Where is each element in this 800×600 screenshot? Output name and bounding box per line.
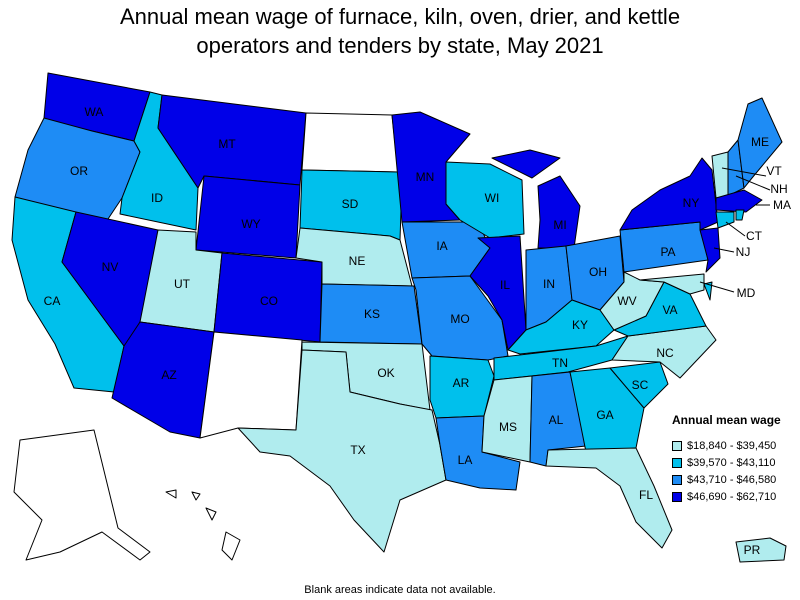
state-DE[interactable] <box>703 281 713 301</box>
state-MA[interactable] <box>715 189 763 213</box>
map-title-line2: operators and tenders by state, May 2021 <box>196 33 604 58</box>
label-NJ: NJ <box>736 245 751 259</box>
label-VT: VT <box>766 164 782 178</box>
state-CT[interactable] <box>715 211 735 229</box>
label-ME: ME <box>751 135 769 149</box>
state-SC[interactable] <box>609 361 669 409</box>
state-IL[interactable] <box>469 235 527 351</box>
label-SC: SC <box>632 378 649 392</box>
label-NC: NC <box>656 346 674 360</box>
label-WV: WV <box>617 294 636 308</box>
state-NJ[interactable] <box>699 227 721 273</box>
legend-label: $46,690 - $62,710 <box>687 490 777 503</box>
label-CO: CO <box>260 294 278 308</box>
state-TX[interactable] <box>237 349 447 553</box>
label-AZ: AZ <box>161 368 176 382</box>
label-CT: CT <box>746 229 763 243</box>
legend-item: $46,690 - $62,710 <box>672 488 800 505</box>
label-TN: TN <box>552 356 568 370</box>
label-IN: IN <box>543 277 555 291</box>
legend-item: $39,570 - $43,110 <box>672 454 800 471</box>
label-MN: MN <box>416 170 435 184</box>
label-MS: MS <box>499 420 517 434</box>
legend-item: $18,840 - $39,450 <box>672 437 800 454</box>
label-ID: ID <box>151 191 163 205</box>
label-NY: NY <box>683 196 700 210</box>
label-SD: SD <box>342 197 359 211</box>
footnote: Blank areas indicate data not available. <box>304 584 496 596</box>
legend-swatch <box>672 457 682 468</box>
label-WY: WY <box>241 217 260 231</box>
label-IA: IA <box>436 239 447 253</box>
label-WI: WI <box>485 191 500 205</box>
state-WI[interactable] <box>445 161 525 239</box>
label-MI: MI <box>553 218 566 232</box>
state-NY[interactable] <box>619 157 719 231</box>
label-NH: NH <box>770 182 787 196</box>
state-FL[interactable] <box>545 447 673 549</box>
label-OH: OH <box>589 265 607 279</box>
map-title-line1: Annual mean wage of furnace, kiln, oven,… <box>119 4 681 29</box>
legend-title: Annual mean wage <box>672 413 781 427</box>
label-NE: NE <box>349 254 366 268</box>
legend-item: $43,710 - $46,580 <box>672 471 800 488</box>
legend: Annual mean wage $18,840 - $39,450 $39,5… <box>672 413 800 505</box>
label-OR: OR <box>70 164 88 178</box>
state-NM[interactable] <box>199 331 303 439</box>
state-HI[interactable] <box>165 489 241 561</box>
state-ME[interactable] <box>737 97 783 189</box>
legend-label: $18,840 - $39,450 <box>687 439 777 452</box>
label-KY: KY <box>572 318 588 332</box>
label-WA: WA <box>85 105 104 119</box>
legend-label: $43,710 - $46,580 <box>687 473 777 486</box>
label-TX: TX <box>350 443 365 457</box>
callout-lines <box>699 167 771 293</box>
label-LA: LA <box>458 453 473 467</box>
state-labels: WA OR CA ID NV MT WY UT AZ CO SD NE KS O… <box>44 105 791 557</box>
label-CA: CA <box>44 294 61 308</box>
state-GA[interactable] <box>569 367 645 453</box>
label-NV: NV <box>102 260 119 274</box>
label-MO: MO <box>450 312 469 326</box>
state-AK[interactable] <box>13 429 151 561</box>
label-PA: PA <box>660 245 675 259</box>
label-AL: AL <box>549 413 564 427</box>
label-OK: OK <box>377 366 394 380</box>
legend-swatch <box>672 440 682 451</box>
label-MT: MT <box>218 137 236 151</box>
label-GA: GA <box>596 408 613 422</box>
label-MD: MD <box>737 286 756 300</box>
legend-label: $39,570 - $43,110 <box>687 456 776 469</box>
label-PR: PR <box>744 543 761 557</box>
legend-swatch <box>672 474 682 485</box>
legend-swatch <box>672 491 682 502</box>
label-FL: FL <box>639 488 653 502</box>
label-UT: UT <box>174 277 191 291</box>
state-RI[interactable] <box>735 209 745 221</box>
label-KS: KS <box>364 307 380 321</box>
state-MD[interactable] <box>639 273 705 295</box>
label-IL: IL <box>500 278 510 292</box>
label-MA: MA <box>773 198 791 212</box>
state-MS[interactable] <box>481 375 533 463</box>
state-PR[interactable] <box>735 537 787 563</box>
label-VA: VA <box>662 303 677 317</box>
map-title: Annual mean wage of furnace, kiln, oven,… <box>0 2 800 60</box>
state-ND[interactable] <box>301 112 399 173</box>
label-AR: AR <box>453 376 470 390</box>
